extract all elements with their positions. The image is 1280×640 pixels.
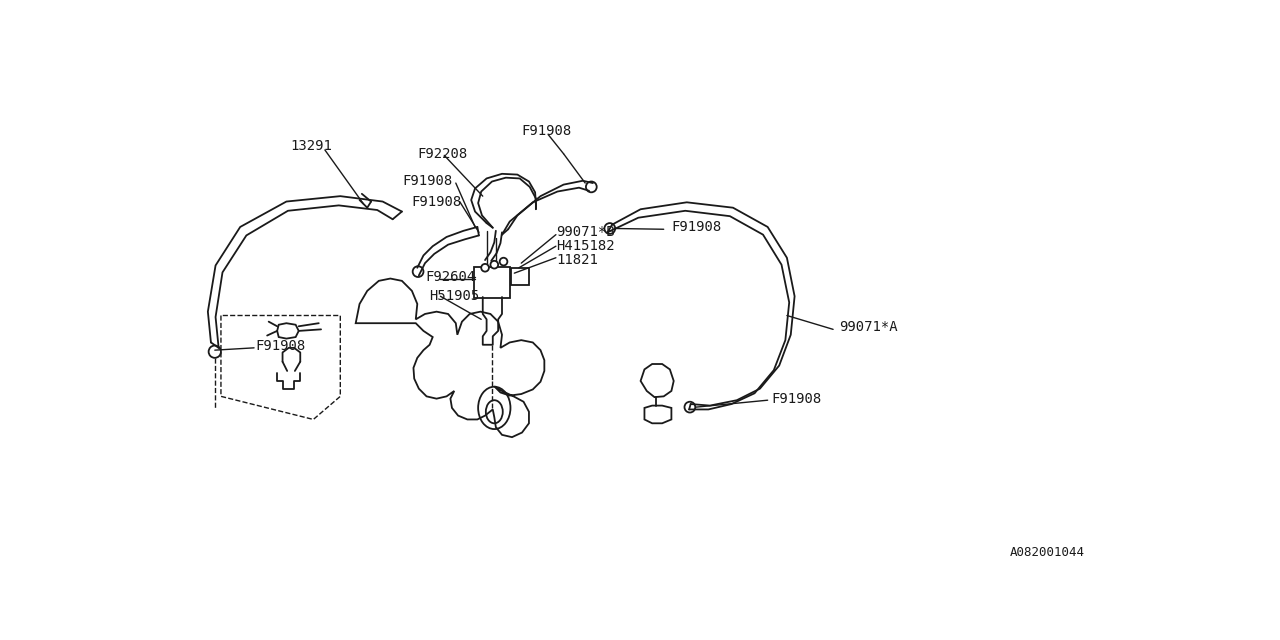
Text: 99071*A: 99071*A <box>840 320 897 334</box>
Circle shape <box>412 266 424 277</box>
Text: H51905: H51905 <box>429 289 479 303</box>
Circle shape <box>209 346 221 358</box>
Text: F91908: F91908 <box>772 392 822 406</box>
Circle shape <box>604 223 616 234</box>
Circle shape <box>685 402 695 413</box>
Circle shape <box>499 258 507 266</box>
FancyBboxPatch shape <box>475 267 511 298</box>
Text: F91908: F91908 <box>256 339 306 353</box>
Text: 99071*B: 99071*B <box>556 225 614 239</box>
Text: F92604: F92604 <box>425 270 475 284</box>
Text: F91908: F91908 <box>521 124 571 138</box>
Text: F91908: F91908 <box>402 173 452 188</box>
Text: 13291: 13291 <box>291 139 332 153</box>
Circle shape <box>481 264 489 271</box>
Text: F91908: F91908 <box>672 220 722 234</box>
Text: F92208: F92208 <box>417 147 467 161</box>
Text: A082001044: A082001044 <box>1010 546 1085 559</box>
Text: F91908: F91908 <box>411 195 461 209</box>
Circle shape <box>586 182 596 192</box>
Text: 11821: 11821 <box>556 253 598 267</box>
Circle shape <box>490 261 498 269</box>
Text: H415182: H415182 <box>556 239 614 253</box>
